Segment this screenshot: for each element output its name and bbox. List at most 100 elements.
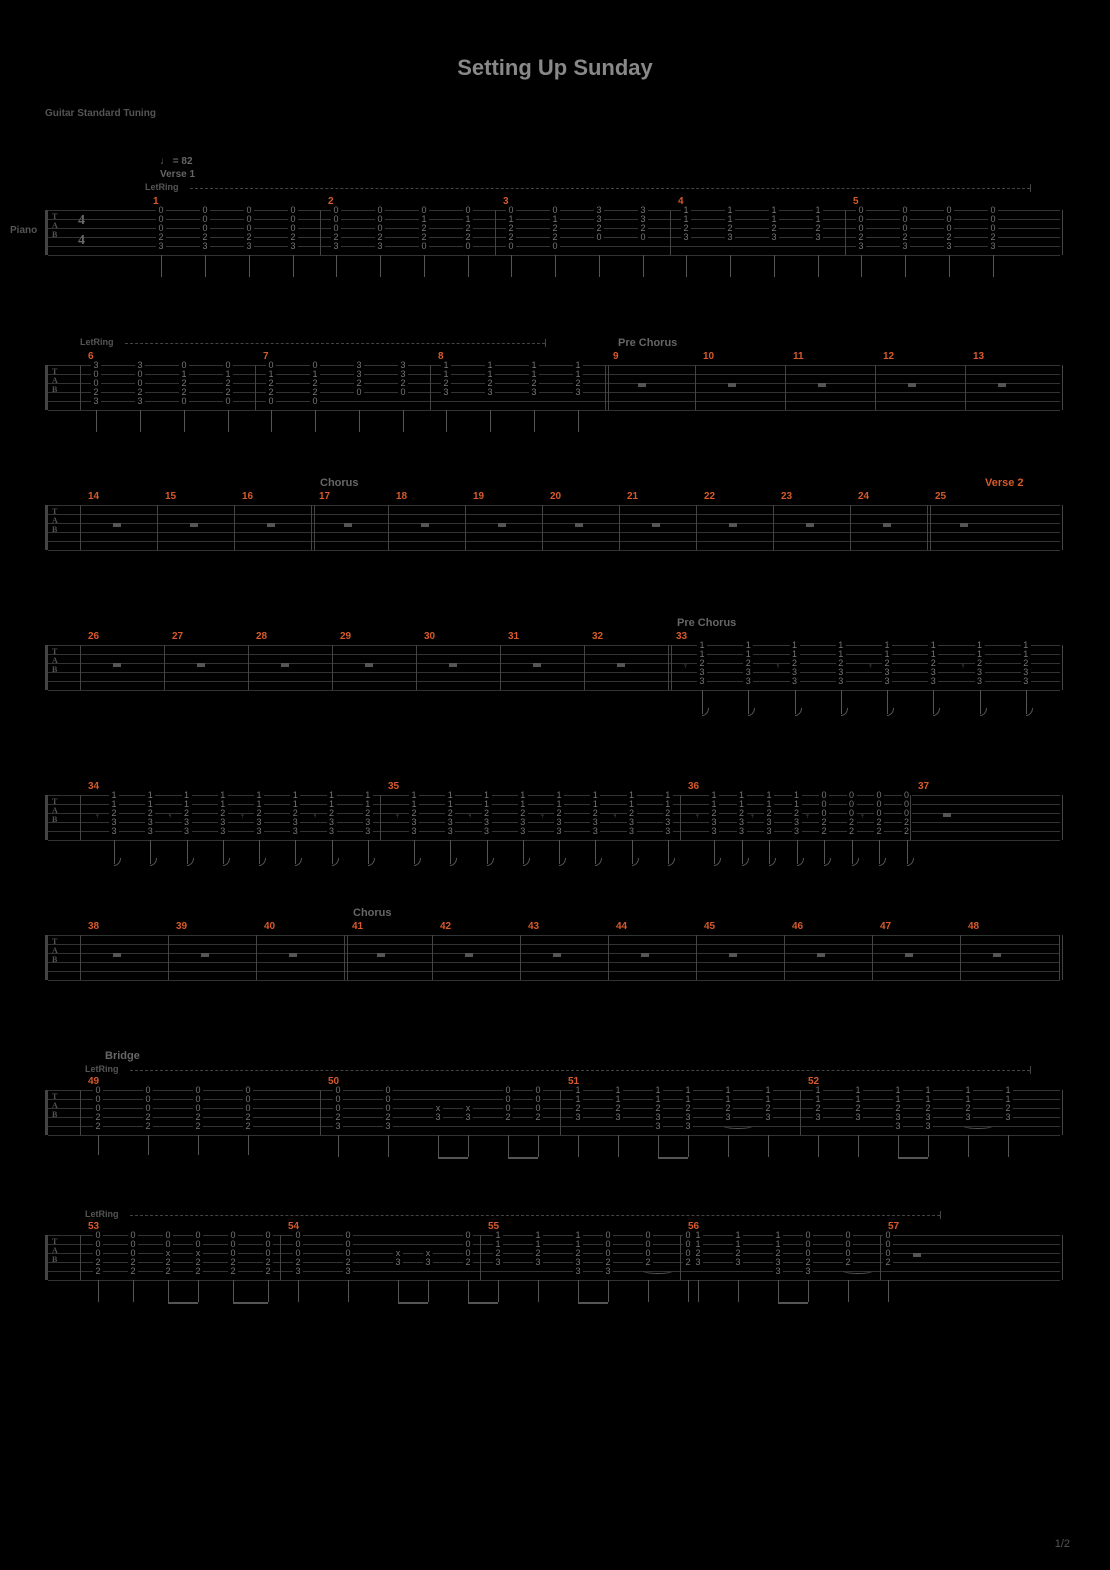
barline bbox=[416, 645, 417, 690]
barline bbox=[1062, 1235, 1063, 1280]
eighth-rest: 𝄾 bbox=[777, 661, 780, 674]
tab-system: TAB34𝄾1123311233𝄾1123311233𝄾1123311233𝄾1… bbox=[45, 795, 1060, 840]
barline bbox=[875, 365, 876, 410]
barline bbox=[845, 210, 846, 255]
tab-clef: TAB bbox=[52, 1092, 58, 1119]
measure-number: 10 bbox=[703, 351, 714, 362]
eighth-rest: 𝄾 bbox=[541, 811, 544, 824]
fret-number: 2 bbox=[128, 1267, 138, 1276]
rest bbox=[943, 813, 951, 817]
fret-number: 0 bbox=[506, 242, 516, 251]
fret-number: 2 bbox=[193, 1122, 203, 1131]
fret-number: 3 bbox=[109, 827, 119, 836]
rest bbox=[197, 663, 205, 667]
section-label: Pre Chorus bbox=[677, 617, 736, 629]
fret-number: 3 bbox=[554, 827, 564, 836]
rest bbox=[960, 523, 968, 527]
barline bbox=[584, 645, 585, 690]
track-label: Piano bbox=[10, 225, 37, 236]
fret-number: 3 bbox=[331, 242, 341, 251]
eighth-rest: 𝄾 bbox=[962, 661, 965, 674]
tab-system: ChorusTAB3839404142434445464748 bbox=[45, 935, 1060, 980]
measure-number: 14 bbox=[88, 491, 99, 502]
barline bbox=[157, 505, 158, 550]
eighth-rest: 𝄾 bbox=[96, 811, 99, 824]
barline bbox=[1062, 210, 1063, 255]
fret-number: 3 bbox=[725, 233, 735, 242]
tab-system: ♩ = 82Verse 1PianoLetRingTAB441000230002… bbox=[45, 210, 1060, 255]
barline bbox=[880, 1235, 881, 1280]
measure-number: 33 bbox=[676, 631, 687, 642]
measure-number: 27 bbox=[172, 631, 183, 642]
barline bbox=[168, 935, 169, 980]
fret-number: 0 bbox=[550, 242, 560, 251]
measure-number: 20 bbox=[550, 491, 561, 502]
barline bbox=[520, 935, 521, 980]
eighth-rest: 𝄾 bbox=[696, 811, 699, 824]
fret-number: 2 bbox=[163, 1267, 173, 1276]
barline bbox=[320, 210, 321, 255]
fret-number: 3 bbox=[363, 827, 373, 836]
rest bbox=[908, 383, 916, 387]
barline bbox=[234, 505, 235, 550]
barline bbox=[608, 935, 609, 980]
eighth-rest: 𝄾 bbox=[861, 811, 864, 824]
fret-number: x bbox=[193, 1249, 203, 1258]
rest bbox=[806, 523, 814, 527]
fret-number: 3 bbox=[683, 1122, 693, 1131]
fret-number: 3 bbox=[988, 242, 998, 251]
fret-number: 3 bbox=[482, 827, 492, 836]
rest bbox=[281, 663, 289, 667]
barline bbox=[1062, 935, 1063, 980]
barline bbox=[380, 795, 381, 840]
tab-system: Pre ChorusTAB2627282930313233𝄾1123311233… bbox=[45, 645, 1060, 690]
fret-number: 3 bbox=[333, 1122, 343, 1131]
fret-number: 3 bbox=[383, 1122, 393, 1131]
rest bbox=[729, 523, 737, 527]
let-ring-label: LetRing bbox=[80, 337, 114, 347]
fret-number: 3 bbox=[944, 242, 954, 251]
fret-number: 3 bbox=[882, 677, 892, 686]
page-number: 1/2 bbox=[1055, 1538, 1070, 1550]
barline bbox=[80, 1235, 81, 1280]
fret-number: 3 bbox=[773, 1267, 783, 1276]
fret-number: 0 bbox=[223, 397, 233, 406]
fret-number: 3 bbox=[893, 1122, 903, 1131]
fret-number: 3 bbox=[445, 827, 455, 836]
fret-number: 3 bbox=[375, 242, 385, 251]
barline bbox=[1062, 645, 1063, 690]
measure-number: 40 bbox=[264, 921, 275, 932]
tab-clef: TAB bbox=[52, 507, 58, 534]
measure-number: 36 bbox=[688, 781, 699, 792]
eighth-rest: 𝄾 bbox=[751, 811, 754, 824]
fret-number: 2 bbox=[263, 1267, 273, 1276]
fret-number: 3 bbox=[573, 388, 583, 397]
tab-clef: TAB bbox=[52, 797, 58, 824]
measure-number: 46 bbox=[792, 921, 803, 932]
fret-number: 3 bbox=[1003, 1113, 1013, 1122]
rest bbox=[465, 953, 473, 957]
barline bbox=[432, 935, 433, 980]
fret-number: 3 bbox=[200, 242, 210, 251]
barline bbox=[670, 210, 671, 255]
tab-system: LetRingTAB5300022000220002x20002x2000220… bbox=[45, 1235, 1060, 1280]
fret-number: 2 bbox=[683, 1258, 693, 1267]
measure-number: 42 bbox=[440, 921, 451, 932]
fret-number: 3 bbox=[463, 1113, 473, 1122]
barline bbox=[560, 1090, 561, 1135]
let-ring-label: LetRing bbox=[145, 182, 179, 192]
fret-number: 2 bbox=[93, 1122, 103, 1131]
rest bbox=[883, 523, 891, 527]
barline bbox=[80, 795, 81, 840]
fret-number: 3 bbox=[573, 1267, 583, 1276]
barline bbox=[696, 505, 697, 550]
barline bbox=[872, 935, 873, 980]
measure-number: 44 bbox=[616, 921, 627, 932]
fret-number: 3 bbox=[769, 233, 779, 242]
barline bbox=[495, 210, 496, 255]
barline bbox=[965, 365, 966, 410]
fret-number: 3 bbox=[613, 1113, 623, 1122]
fret-number: 3 bbox=[244, 242, 254, 251]
barline bbox=[1062, 505, 1063, 550]
barline bbox=[480, 1235, 481, 1280]
